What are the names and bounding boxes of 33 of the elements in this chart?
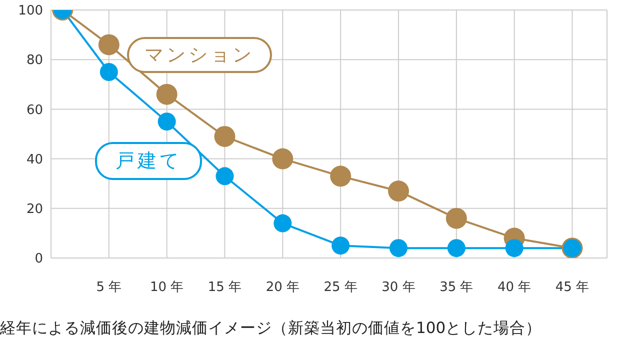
x-tick-label: 10 年: [150, 280, 184, 296]
y-tick-label: 80: [26, 53, 43, 68]
y-tick-label: 100: [18, 4, 43, 19]
point: [214, 126, 236, 147]
point: [330, 166, 352, 187]
point: [100, 63, 118, 81]
point: [272, 148, 294, 170]
x-tick-label: 20 年: [266, 280, 300, 296]
y-tick-label: 60: [26, 102, 43, 118]
x-tick-label: 15 年: [208, 280, 242, 296]
y-tick-label: 0: [34, 252, 43, 267]
point: [216, 167, 234, 186]
text: 経年による減価後の建物減価イメージ（新築当初の価値を100とした場合）: [0, 318, 543, 339]
name-tag: 戸建て: [95, 142, 202, 180]
point: [156, 84, 178, 105]
point: [98, 34, 120, 56]
point: [447, 239, 466, 258]
point: [388, 180, 409, 202]
x-tick-label: 25 年: [324, 280, 358, 296]
x-tick-label: 40 年: [497, 280, 532, 296]
x-tick-label: 45 年: [555, 280, 590, 296]
x-tick-label: 5 年: [96, 280, 122, 296]
point: [332, 236, 350, 255]
x-tick-label: 35 年: [440, 280, 474, 296]
point: [446, 208, 467, 229]
point: [390, 239, 408, 258]
point: [274, 214, 292, 232]
point: [158, 112, 176, 131]
point: [505, 239, 524, 258]
name-tag: マンション: [127, 37, 272, 73]
y-tick-label: 20: [26, 202, 43, 218]
y-tick-label: 40: [26, 152, 43, 168]
x-tick-label: 30 年: [382, 280, 416, 296]
